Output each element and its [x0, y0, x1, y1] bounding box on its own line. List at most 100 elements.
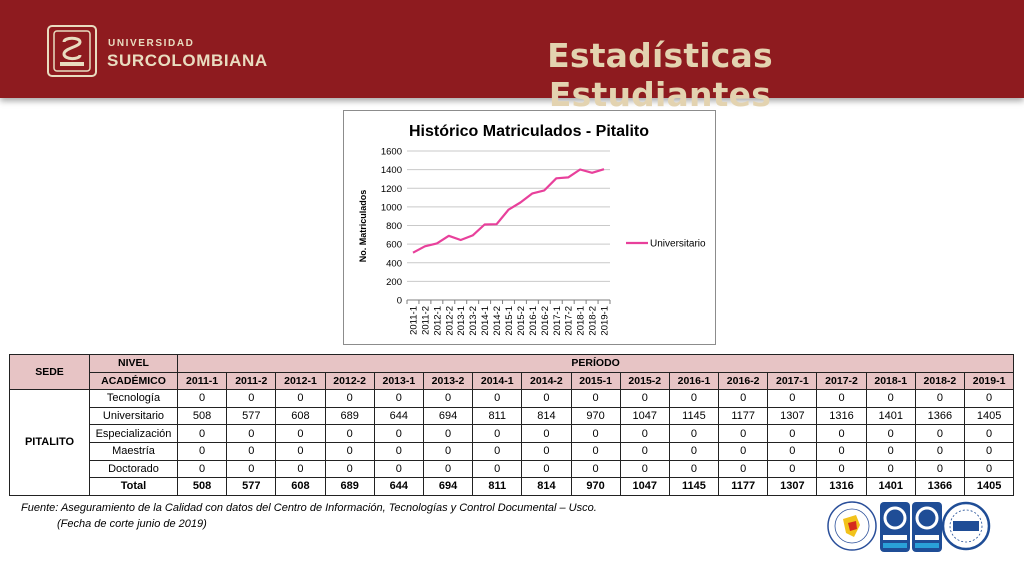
- value-cell: 0: [275, 459, 326, 479]
- iqnet-icon: [941, 501, 991, 551]
- value-cell: 1307: [767, 477, 818, 496]
- series-line-universitario: [412, 168, 605, 254]
- header-bar: UNIVERSIDAD SURCOLOMBIANA Estadísticas E…: [0, 0, 1024, 114]
- enrollment-table-wrap: SEDE NIVEL PERÍODO ACADÉMICO 2011-1 2011-…: [9, 353, 1015, 496]
- value-cell: 0: [816, 441, 867, 461]
- period-header: 2012-1: [275, 371, 326, 391]
- period-header: 2015-2: [619, 371, 670, 391]
- nivel-cell: Especialización: [89, 424, 178, 443]
- value-cell: 694: [422, 477, 474, 496]
- value-cell: 0: [422, 424, 474, 443]
- value-cell: 0: [619, 389, 670, 408]
- value-cell: 1366: [914, 406, 966, 426]
- x-tick-label: 2015-2: [516, 306, 527, 336]
- value-cell: 0: [570, 459, 621, 479]
- value-cell: 0: [668, 389, 720, 408]
- value-cell: 0: [718, 459, 769, 479]
- value-cell: 0: [422, 389, 474, 408]
- legend-label: Universitario: [650, 239, 706, 250]
- value-cell: 508: [176, 406, 228, 426]
- period-header: 2015-1: [570, 371, 621, 391]
- nivel-cell: Doctorado: [89, 459, 178, 479]
- value-cell: 0: [226, 389, 277, 408]
- value-cell: 0: [914, 441, 966, 461]
- y-tick-label: 1600: [381, 147, 402, 158]
- logo-text-main: SURCOLOMBIANA: [107, 51, 268, 70]
- nivel-cell: Universitario: [89, 406, 178, 426]
- value-cell: 0: [570, 424, 621, 443]
- certification-logos: [827, 501, 991, 552]
- header-sede: SEDE: [9, 353, 90, 391]
- value-cell: 0: [275, 424, 326, 443]
- header-periodo: PERÍODO: [176, 354, 1015, 373]
- value-cell: 577: [226, 477, 277, 496]
- page-title: Estadísticas Estudiantes: [547, 36, 773, 114]
- value-cell: 0: [619, 441, 670, 461]
- value-cell: 0: [521, 424, 572, 443]
- value-cell: 0: [816, 389, 867, 408]
- value-cell: 811: [472, 477, 523, 496]
- value-cell: 0: [718, 424, 769, 443]
- value-cell: 1316: [816, 477, 867, 496]
- value-cell: 0: [373, 424, 424, 443]
- line-chart: Histórico Matriculados - Pitalito No. Ma…: [343, 110, 716, 345]
- value-cell: 1405: [963, 477, 1015, 496]
- nivel-cell: Total: [89, 477, 178, 496]
- value-cell: 1047: [619, 477, 670, 496]
- source-note: Fuente: Aseguramiento de la Calidad con …: [21, 500, 597, 532]
- y-axis-label: No. Matriculados: [358, 190, 368, 263]
- table-row: Universitario 508 577 608 689 644 694 811 814 970…: [10, 406, 1015, 426]
- period-header: 2019-1: [963, 371, 1015, 391]
- value-cell: 0: [275, 441, 326, 461]
- value-cell: 1401: [865, 406, 916, 426]
- value-cell: 0: [226, 424, 277, 443]
- icontec-ntcgp1000-icon: [880, 502, 910, 552]
- x-tick-label: 2012-1: [432, 306, 443, 336]
- value-cell: 0: [963, 459, 1015, 479]
- value-cell: 0: [226, 441, 277, 461]
- value-cell: 1405: [963, 406, 1015, 426]
- table-total-row: Total 508 577 608 689 644 694 811 814 970 1047 1145…: [10, 477, 1015, 496]
- value-cell: 0: [816, 459, 867, 479]
- value-cell: 0: [767, 441, 818, 461]
- x-tick-label: 2012-2: [444, 306, 455, 336]
- table-row: Especialización 0 0 0 0 0 0 0 0 0 0 0 0 0 0 0 0 0: [10, 424, 1015, 443]
- x-tick-label: 2015-1: [504, 306, 515, 336]
- sede-cell: PITALITO: [9, 389, 90, 496]
- value-cell: 970: [570, 477, 621, 496]
- value-cell: 0: [668, 459, 720, 479]
- value-cell: 577: [226, 406, 277, 426]
- value-cell: 0: [619, 424, 670, 443]
- value-cell: 0: [176, 441, 228, 461]
- value-cell: 0: [963, 389, 1015, 408]
- header-nivel-line1: NIVEL: [89, 354, 178, 373]
- value-cell: 608: [275, 477, 326, 496]
- y-tick-label: 800: [386, 221, 402, 232]
- y-tick-label: 0: [397, 296, 402, 307]
- nivel-cell: Maestría: [89, 441, 178, 461]
- value-cell: 689: [324, 477, 375, 496]
- value-cell: 0: [816, 424, 867, 443]
- period-header: 2017-2: [816, 371, 867, 391]
- value-cell: 814: [521, 406, 572, 426]
- colombia-accreditation-seal-icon: [827, 501, 877, 551]
- value-cell: 0: [324, 459, 375, 479]
- nivel-cell: Tecnología: [89, 389, 178, 408]
- value-cell: 1316: [816, 406, 867, 426]
- x-tick-label: 2018-1: [576, 306, 587, 336]
- value-cell: 0: [176, 424, 228, 443]
- period-header: 2018-2: [914, 371, 966, 391]
- value-cell: 0: [914, 389, 966, 408]
- value-cell: 644: [373, 406, 424, 426]
- y-tick-label: 200: [386, 277, 402, 288]
- chart-title: Histórico Matriculados - Pitalito: [409, 123, 649, 140]
- value-cell: 0: [668, 441, 720, 461]
- x-tick-label: 2014-2: [492, 306, 503, 336]
- value-cell: 0: [422, 459, 474, 479]
- period-header: 2018-1: [865, 371, 916, 391]
- x-tick-label: 2014-1: [480, 306, 491, 336]
- value-cell: 0: [668, 424, 720, 443]
- value-cell: 970: [570, 406, 621, 426]
- value-cell: 0: [324, 424, 375, 443]
